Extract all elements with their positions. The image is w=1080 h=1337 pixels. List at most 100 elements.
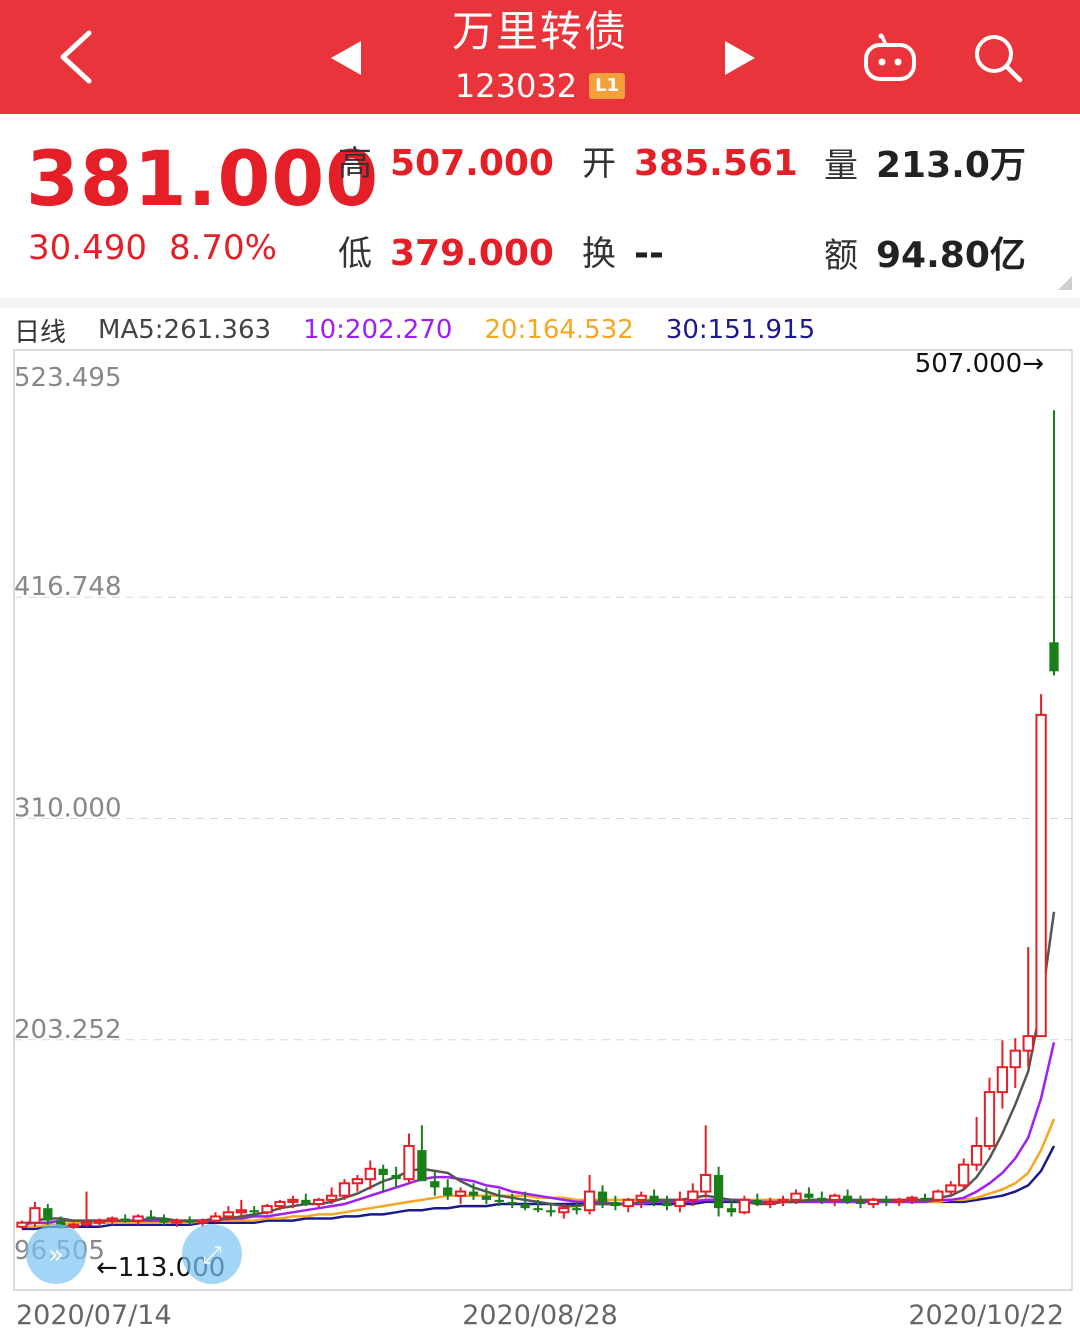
candle: [507, 1193, 517, 1209]
back-arrow-icon[interactable]: [40, 22, 110, 92]
stat-open: 开 385.561: [582, 136, 798, 185]
candle: [1049, 410, 1059, 676]
candle: [364, 1160, 376, 1190]
stat-high: 高 507.000: [338, 136, 554, 185]
candle: [185, 1216, 195, 1225]
candle: [713, 1166, 724, 1217]
candle: [1022, 947, 1034, 1068]
search-icon[interactable]: [966, 26, 1030, 90]
candle: [687, 1183, 699, 1207]
candle: [494, 1189, 504, 1207]
candle: [726, 1199, 737, 1217]
candle: [932, 1189, 944, 1202]
candle: [171, 1218, 183, 1227]
candle: [558, 1204, 570, 1219]
candle: [662, 1195, 672, 1211]
candle: [313, 1197, 325, 1209]
candle: [842, 1189, 853, 1205]
expand-icon: ⤢: [202, 1241, 221, 1269]
expand-corner-icon[interactable]: [1058, 276, 1072, 290]
candle: [93, 1218, 106, 1227]
candle: [572, 1201, 582, 1215]
candle: [867, 1197, 880, 1209]
next-triangle-icon[interactable]: [712, 30, 768, 86]
candle: [996, 1040, 1009, 1109]
x-tick-label: 2020/08/28: [462, 1300, 618, 1331]
stat-turnover: 换 --: [582, 226, 664, 275]
candle: [29, 1201, 41, 1227]
ma5-value: MA5:261.363: [98, 315, 272, 345]
candle: [287, 1195, 299, 1209]
candle: [391, 1166, 401, 1188]
period-label[interactable]: 日线: [14, 317, 67, 348]
candle: [1035, 694, 1047, 1038]
stat-amount-label: 额: [824, 236, 858, 276]
candle: [80, 1191, 93, 1227]
candle: [622, 1197, 634, 1213]
plot-frame: [13, 349, 1073, 1291]
candle: [351, 1174, 364, 1192]
candle: [468, 1183, 479, 1200]
page-title: 万里转债: [451, 7, 628, 56]
candle: [583, 1174, 596, 1215]
ma30-value: 30:151.915: [665, 315, 816, 345]
candle: [983, 1077, 996, 1151]
candle: [738, 1195, 751, 1215]
candle: [338, 1179, 351, 1200]
scroll-left-button[interactable]: »: [26, 1224, 86, 1284]
stat-turnover-value: --: [634, 233, 664, 274]
y-tick-label: 416.748: [14, 572, 122, 602]
candle: [67, 1222, 80, 1229]
ma10-value: 10:202.270: [303, 315, 453, 345]
y-tick-label: 523.495: [14, 363, 122, 393]
candle: [16, 1220, 28, 1229]
candle: [752, 1193, 762, 1207]
candle: [325, 1187, 338, 1205]
candle: [945, 1181, 957, 1196]
price-change: 30.490 8.70%: [28, 228, 299, 268]
candle: [790, 1189, 802, 1205]
x-tick-label: 2020/07/14: [16, 1300, 172, 1331]
candle: [817, 1191, 827, 1205]
y-tick-label: 203.252: [14, 1015, 122, 1045]
candle: [222, 1206, 235, 1221]
stat-high-label: 高: [338, 144, 372, 184]
candle: [893, 1197, 905, 1207]
candle: [481, 1187, 492, 1205]
candle: [610, 1195, 621, 1211]
ma-legend: 日线 MA5:261.363 10:202.270 20:164.532 30:…: [14, 310, 1074, 350]
candle: [430, 1170, 440, 1196]
candle: [443, 1179, 453, 1200]
candle: [649, 1189, 659, 1207]
candle: [235, 1199, 247, 1217]
candle: [520, 1191, 530, 1211]
candle: [417, 1125, 427, 1182]
candle: [132, 1214, 144, 1225]
stat-open-value: 385.561: [634, 143, 798, 184]
candle: [970, 1116, 983, 1171]
candle: [209, 1212, 222, 1223]
scroll-right-button[interactable]: ⤢: [182, 1224, 242, 1284]
prev-triangle-icon[interactable]: [318, 30, 374, 86]
stat-high-value: 507.000: [390, 143, 554, 184]
ma20-value: 20:164.532: [484, 315, 634, 345]
stat-volume-label: 量: [824, 146, 858, 186]
stat-open-label: 开: [582, 144, 616, 184]
level-badge: L1: [589, 73, 626, 99]
robot-icon[interactable]: [856, 28, 924, 88]
stat-amount-value: 94.80亿: [876, 235, 1026, 276]
candle: [700, 1125, 712, 1198]
stat-low-value: 379.000: [390, 233, 554, 274]
candle: [1009, 1038, 1021, 1088]
candle: [43, 1204, 53, 1225]
y-tick-label: 310.000: [14, 794, 122, 824]
candle: [546, 1204, 556, 1217]
candle: [597, 1185, 608, 1209]
candle: [249, 1206, 259, 1217]
candle: [120, 1214, 130, 1223]
candle: [196, 1218, 209, 1227]
quote-summary: 381.000 30.490 8.70% 高 507.000 开 385.561 …: [0, 114, 1080, 298]
candle: [777, 1195, 789, 1207]
